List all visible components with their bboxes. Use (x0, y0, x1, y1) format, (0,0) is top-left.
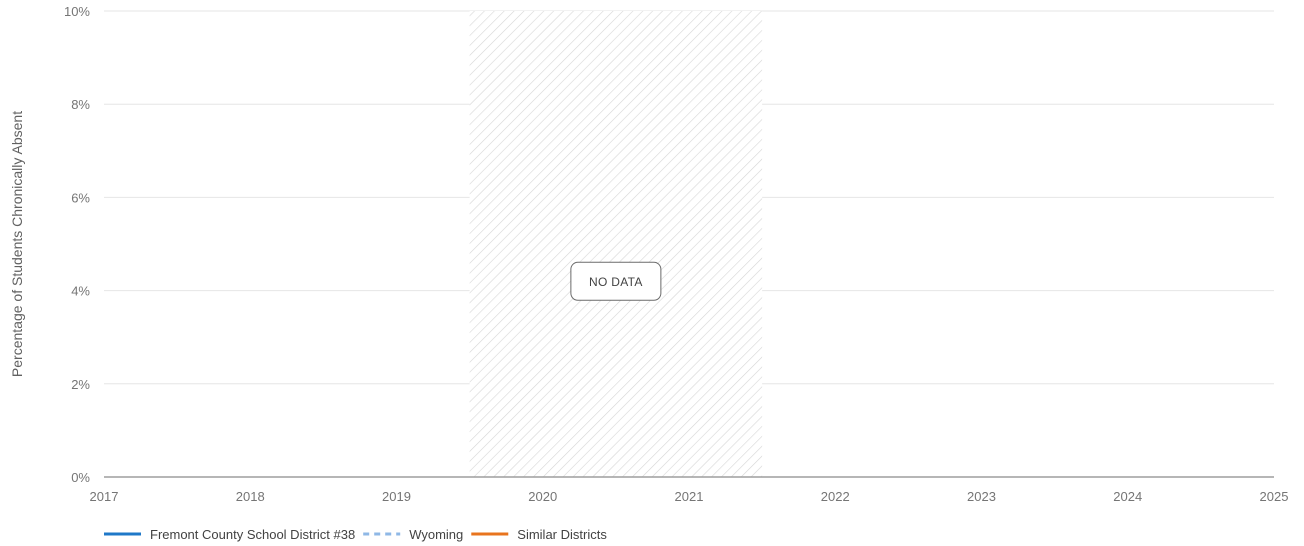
y-tick-label: 8% (71, 97, 90, 112)
legend-label: Wyoming (409, 527, 463, 542)
legend-label: Similar Districts (517, 527, 607, 542)
x-tick-label: 2024 (1113, 489, 1142, 504)
x-tick-label: 2019 (382, 489, 411, 504)
legend-item[interactable]: Fremont County School District #38 (104, 527, 355, 542)
y-tick-label: 4% (71, 284, 90, 299)
legend: Fremont County School District #38 Wyomin… (104, 527, 607, 542)
y-tick-label: 2% (71, 377, 90, 392)
x-tick-label: 2018 (236, 489, 265, 504)
x-tick-label: 2025 (1260, 489, 1289, 504)
no-data-region: NO DATA (469, 11, 763, 477)
y-tick-label: 6% (71, 190, 90, 205)
legend-label: Fremont County School District #38 (150, 527, 355, 542)
axis-layer: 0% 2% 4% 6% 8% 10% 2017 2018 2019 2020 2021 2022 202… (64, 4, 1288, 504)
x-tick-label: 2023 (967, 489, 996, 504)
x-tick-label: 2020 (528, 489, 557, 504)
legend-item[interactable]: Wyoming (363, 527, 463, 542)
no-data-hatch (469, 11, 763, 477)
x-tick-label: 2021 (675, 489, 704, 504)
legend-item[interactable]: Similar Districts (471, 527, 607, 542)
y-tick-label: 10% (64, 4, 90, 19)
y-tick-label: 0% (71, 470, 90, 485)
x-tick-label: 2022 (821, 489, 850, 504)
y-axis-label: Percentage of Students Chronically Absen… (9, 111, 25, 377)
no-data-label: NO DATA (589, 275, 643, 289)
x-tick-label: 2017 (90, 489, 119, 504)
no-data-badge (570, 261, 662, 301)
